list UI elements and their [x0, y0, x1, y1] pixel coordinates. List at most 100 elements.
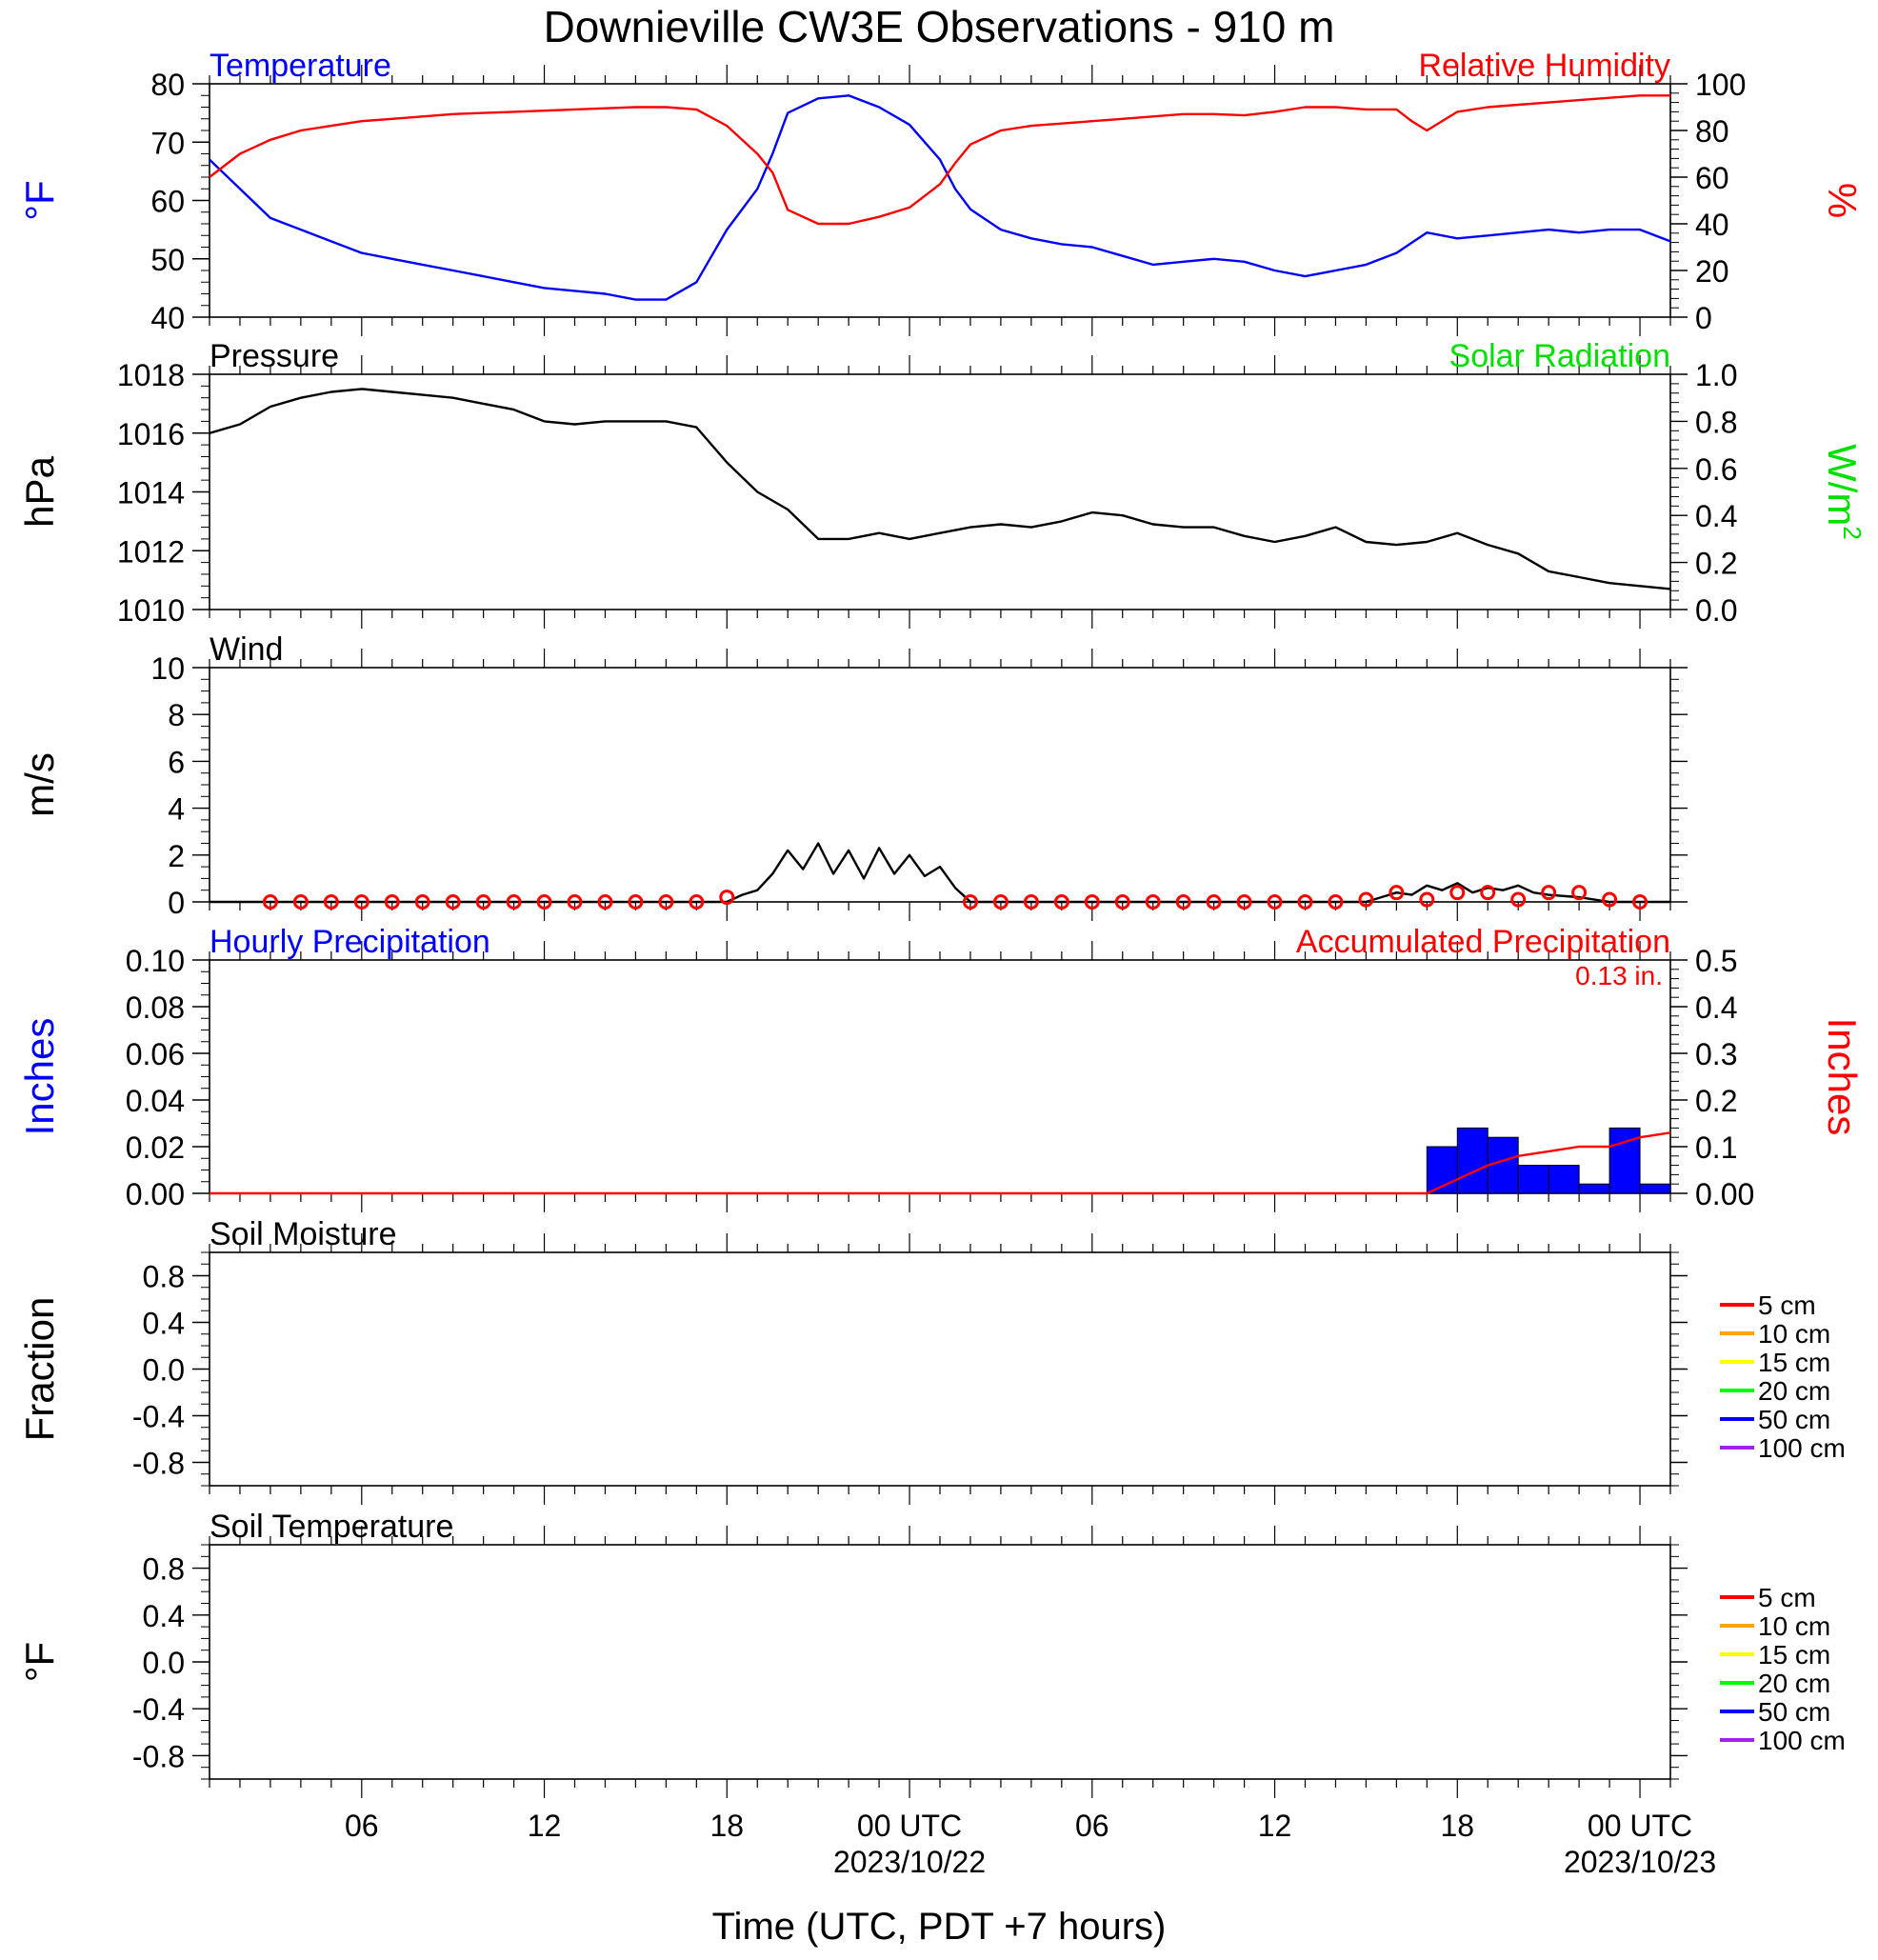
wind-marker	[1480, 885, 1496, 901]
wind-marker	[1602, 891, 1618, 908]
series-line-1	[209, 94, 1670, 226]
wind-marker	[1145, 894, 1161, 910]
series-line-0	[210, 1131, 1671, 1195]
plot-frame	[209, 1544, 1671, 1780]
panel-soil_moisture: -0.8 -0.4 0.0 0.4 0.8 Soil Moisture Fraction 5 …	[17, 1216, 1846, 1505]
y-tick-label: 0.8	[143, 1260, 185, 1294]
y-tick-label: 0.10	[126, 944, 185, 978]
y-tick-label: 0.00	[126, 1177, 185, 1211]
y-right-tick-label: 0.00	[1695, 1177, 1754, 1211]
y-right-tick-label: 0.6	[1695, 452, 1737, 487]
y-right-axis-label-text: %	[1820, 183, 1865, 218]
legend-label: 15 cm	[1758, 1640, 1830, 1670]
y-tick-label: 70	[150, 126, 185, 160]
y-tick-label: 80	[150, 68, 185, 102]
y-tick-label: 0.02	[126, 1130, 185, 1165]
y-tick-label: -0.4	[132, 1400, 185, 1434]
y-tick-label: 0.4	[143, 1599, 185, 1633]
y-right-axis-label-sup: 2	[1838, 526, 1867, 539]
x-tick-label: 06	[345, 1809, 379, 1843]
y-tick-label: 0.06	[126, 1037, 185, 1071]
y-tick-label: 10	[150, 651, 185, 686]
y-right-tick-label: 0.0	[1695, 593, 1737, 628]
plot-frame	[209, 373, 1671, 610]
y-right-tick-label: 0	[1695, 301, 1712, 335]
wind-marker	[1358, 891, 1374, 908]
wind-marker	[353, 894, 370, 910]
series-line-0	[209, 94, 1671, 301]
y-tick-label: 4	[168, 792, 185, 827]
y-right-tick-label: 0.1	[1695, 1130, 1737, 1165]
y-right-axis-label-text: Inches	[1820, 1018, 1865, 1136]
wind-marker	[384, 894, 400, 910]
y-axis-label: m/s	[17, 752, 62, 817]
panel-right-title: Accumulated Precipitation	[1296, 924, 1670, 960]
wind-marker	[414, 894, 430, 910]
legend-label: 10 cm	[1758, 1611, 1830, 1641]
wind-marker	[1023, 894, 1039, 910]
y-tick-label: 6	[168, 745, 185, 779]
wind-marker	[719, 890, 735, 906]
panel-temp_rh: 40 50 60 70 80 0 20 40 60 80 100 Temperature Relativ…	[17, 48, 1865, 336]
panel-precip: 0.00 0.02 0.04 0.06 0.08 0.10 0.00 0.1 0.2 0.3 0.4…	[17, 924, 1865, 1212]
wind-marker	[323, 894, 339, 910]
wind-marker	[1114, 894, 1130, 910]
wind-marker	[1297, 894, 1313, 910]
legend-label: 20 cm	[1758, 1376, 1830, 1406]
wind-marker	[658, 894, 674, 910]
x-tick-label: 12	[528, 1809, 562, 1843]
x-tick-date: 2023/10/22	[833, 1845, 986, 1879]
x-tick-label: 00 UTC	[857, 1809, 962, 1843]
y-tick-label: 0.8	[143, 1552, 185, 1587]
legend-label: 50 cm	[1758, 1405, 1830, 1434]
y-right-axis-label: Inches	[1820, 1018, 1865, 1136]
y-right-tick-label: 1.0	[1695, 358, 1737, 392]
y-axis-label: °F	[17, 180, 62, 220]
wind-marker	[1389, 885, 1405, 901]
y-axis-label: hPa	[17, 455, 62, 527]
y-right-tick-label: 100	[1695, 68, 1746, 102]
y-axis-label: Fraction	[17, 1297, 62, 1442]
y-right-tick-label: 40	[1695, 208, 1729, 242]
chart-title: Downieville CW3E Observations - 910 m	[544, 2, 1335, 51]
y-tick-label: 8	[168, 698, 185, 732]
accumulated-total-label: 0.13 in.	[1575, 961, 1663, 990]
wind-marker	[992, 894, 1009, 910]
panel-right-title: Relative Humidity	[1418, 48, 1670, 84]
wind-marker	[1175, 894, 1191, 910]
legend-label: 5 cm	[1758, 1583, 1816, 1612]
y-tick-label: -0.8	[132, 1447, 185, 1481]
x-tick-label: 00 UTC	[1588, 1809, 1692, 1843]
wind-marker	[1510, 891, 1527, 908]
wind-marker	[506, 894, 522, 910]
wind-marker	[567, 894, 583, 910]
wind-marker	[1419, 891, 1435, 908]
wind-marker	[1541, 885, 1557, 901]
wind-marker	[1632, 894, 1648, 910]
y-tick-label: -0.4	[132, 1692, 185, 1727]
series-line-0	[209, 388, 1671, 590]
y-tick-label: 1016	[117, 417, 185, 451]
wind-marker	[1571, 885, 1588, 901]
y-tick-label: 0.04	[126, 1084, 185, 1118]
y-tick-label: 0.0	[143, 1353, 185, 1388]
x-tick-date: 2023/10/23	[1564, 1845, 1716, 1879]
wind-marker	[689, 894, 705, 910]
wind-marker	[262, 894, 278, 910]
legend-label: 10 cm	[1758, 1319, 1830, 1349]
precip-bar	[1456, 1127, 1488, 1194]
legend-label: 100 cm	[1758, 1726, 1846, 1755]
legend-label: 20 cm	[1758, 1669, 1830, 1698]
x-tick-label: 18	[1440, 1809, 1474, 1843]
y-tick-label: 1012	[117, 534, 185, 569]
y-tick-label: 0.0	[143, 1646, 185, 1680]
wind-marker	[536, 894, 552, 910]
precip-bar	[1487, 1136, 1519, 1194]
panel-wind: 0 2 4 6 8 10 Wind m/s	[17, 631, 1688, 921]
y-right-tick-label: 0.5	[1695, 944, 1737, 978]
y-tick-label: 60	[150, 185, 185, 219]
wind-marker	[292, 894, 309, 910]
y-tick-label: 1014	[117, 476, 185, 510]
